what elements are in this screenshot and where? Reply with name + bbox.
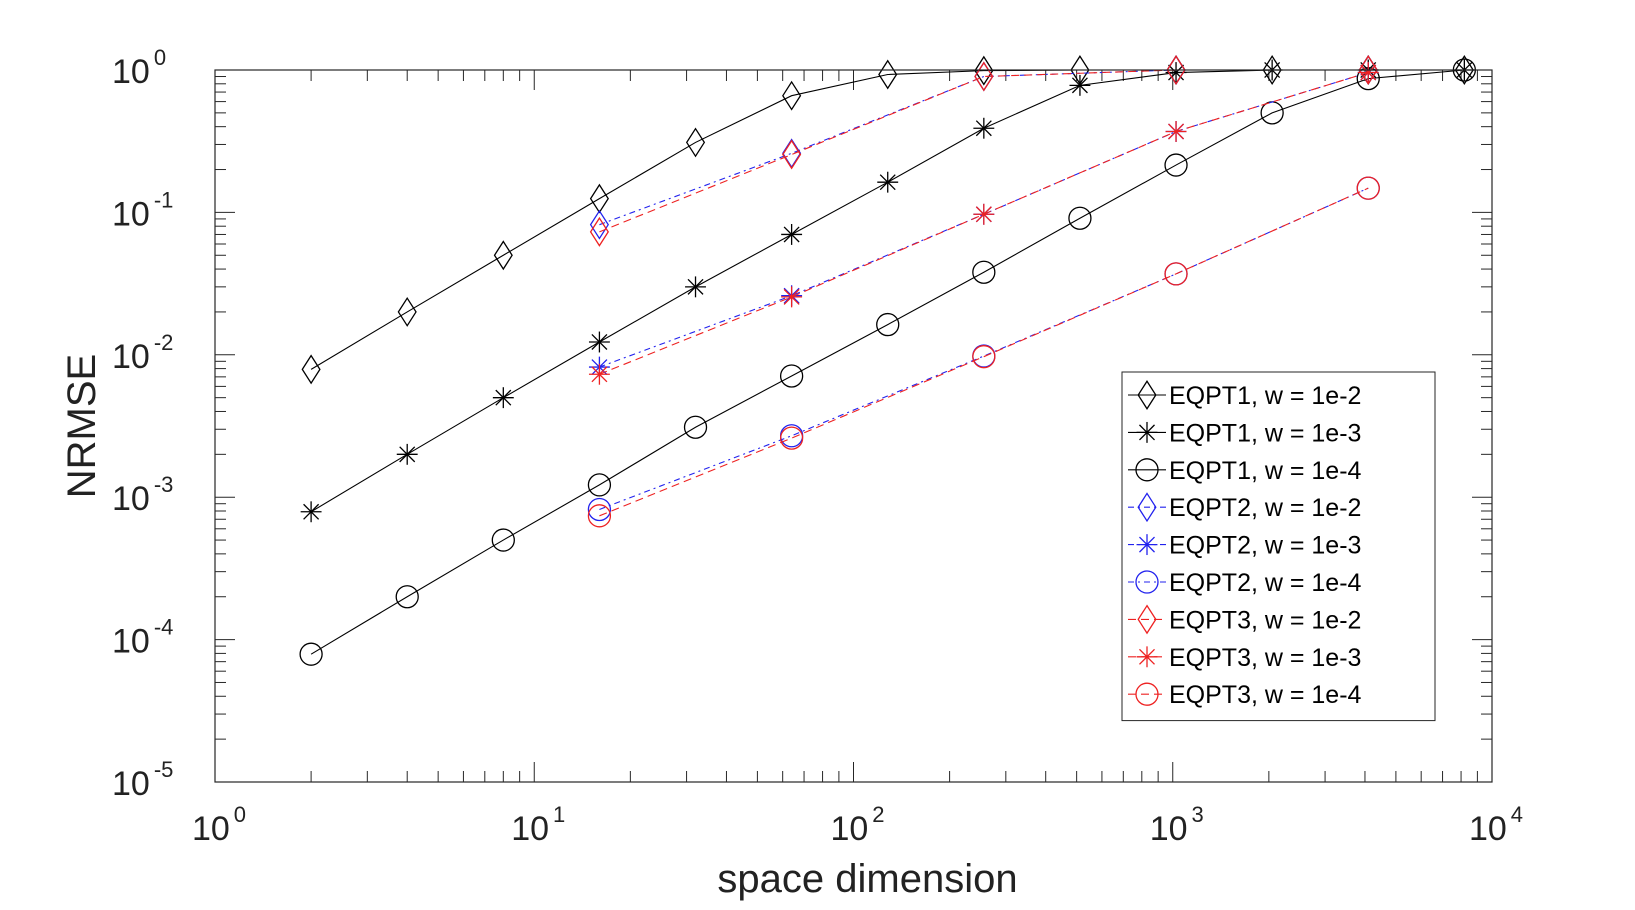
data-point (973, 117, 995, 139)
data-point (587, 497, 612, 522)
legend-marker (1137, 604, 1157, 635)
plot-frame (214, 69, 1493, 783)
data-point (876, 312, 900, 337)
data-point (1166, 55, 1186, 85)
x-tick-label: 10 3 (1150, 802, 1204, 848)
data-point (779, 364, 804, 388)
data-point (589, 183, 609, 214)
series-line (310, 69, 1465, 655)
data-point (1165, 121, 1187, 142)
legend-label: EQPT1, w = 1e-2 (1169, 382, 1361, 410)
data-point (588, 363, 610, 385)
data-point (1262, 55, 1282, 85)
legend-entry: EQPT2, w = 1e-3 (1128, 532, 1361, 560)
legend-label: EQPT1, w = 1e-4 (1169, 457, 1362, 485)
x-tick-label: 10 0 (192, 802, 246, 848)
tick-marks (214, 70, 1492, 783)
data-point (972, 345, 996, 369)
legend-marker (1136, 534, 1158, 556)
legend-label: EQPT3, w = 1e-2 (1169, 606, 1361, 634)
data-point (972, 260, 996, 284)
series-line (599, 187, 1369, 517)
data-point (395, 585, 419, 609)
data-point (587, 473, 612, 497)
y-tick-label: 10 -3 (112, 472, 173, 518)
data-point (492, 387, 514, 409)
legend-marker (1135, 682, 1159, 706)
legend-label: EQPT2, w = 1e-3 (1169, 532, 1361, 560)
data-point (1164, 262, 1188, 286)
legend-entry: EQPT2, w = 1e-4 (1128, 569, 1362, 597)
series-3 (299, 58, 1476, 666)
data-point (685, 127, 706, 158)
legend: EQPT1, w = 1e-2 EQPT1, w = 1e-3 EQPT1, w =… (1121, 371, 1436, 722)
data-point (781, 224, 803, 245)
data-point (493, 240, 513, 271)
data-point (1356, 176, 1380, 200)
data-point (587, 504, 612, 528)
data-point (973, 203, 995, 225)
x-tick-label: 10 2 (830, 802, 884, 848)
data-point (588, 331, 610, 353)
legend-label: EQPT2, w = 1e-4 (1169, 569, 1362, 597)
y-tick-label: 10 0 (112, 45, 166, 91)
data-point (1068, 206, 1092, 230)
y-tick-label: 10 -5 (112, 757, 173, 803)
y-tick-label: 10 -4 (112, 615, 173, 661)
data-point (974, 55, 994, 86)
legend-label: EQPT3, w = 1e-3 (1169, 644, 1361, 672)
legend-marker (1135, 570, 1159, 594)
data-point (491, 528, 515, 552)
legend-entry: EQPT3, w = 1e-2 (1128, 604, 1361, 635)
x-tick-labels: 10 0 10 1 10 2 10 3 10 4 (192, 802, 1523, 848)
data-point (779, 426, 804, 450)
legend-label: EQPT1, w = 1e-3 (1169, 419, 1361, 447)
data-point (589, 209, 609, 240)
data-point (396, 443, 418, 465)
legend-entry: EQPT1, w = 1e-4 (1128, 457, 1362, 485)
y-tick-label: 10 -2 (112, 330, 173, 376)
data-point (397, 296, 417, 327)
data-point (1069, 74, 1091, 96)
legend-marker (1137, 492, 1157, 523)
series-8 (588, 62, 1379, 385)
legend-marker (1136, 646, 1158, 668)
data-point (781, 286, 803, 308)
legend-entry: EQPT1, w = 1e-3 (1128, 419, 1361, 447)
legend-entry: EQPT1, w = 1e-2 (1128, 380, 1361, 410)
x-tick-label: 10 1 (511, 802, 565, 848)
data-point (974, 61, 994, 92)
x-axis-title: space dimension (717, 857, 1017, 901)
data-point (782, 80, 802, 111)
legend-label: EQPT3, w = 1e-4 (1169, 681, 1362, 709)
data-point (301, 354, 321, 385)
legend-marker (1135, 458, 1159, 482)
data-point (300, 501, 322, 523)
data-point (877, 171, 899, 193)
legend-entry: EQPT2, w = 1e-2 (1128, 492, 1361, 523)
data-point (589, 216, 609, 247)
data-point (683, 415, 708, 439)
series-9 (587, 176, 1380, 528)
data-point (1164, 153, 1188, 177)
series-layer (299, 55, 1476, 666)
legend-entry: EQPT3, w = 1e-3 (1128, 644, 1361, 672)
legend-marker (1136, 421, 1158, 443)
legend-label: EQPT2, w = 1e-2 (1169, 494, 1361, 522)
legend-marker (1137, 380, 1157, 410)
x-tick-label: 10 4 (1469, 802, 1523, 848)
data-point (1357, 62, 1379, 83)
legend-box (1121, 371, 1436, 722)
y-axis-title: NRMSE (60, 354, 104, 498)
legend-entry: EQPT3, w = 1e-4 (1128, 681, 1362, 709)
y-tick-label: 10 -1 (112, 187, 173, 233)
data-point (299, 642, 323, 666)
data-point (685, 276, 706, 298)
data-point (782, 139, 802, 170)
data-point (1358, 55, 1378, 85)
data-point (1454, 55, 1474, 85)
series-7 (589, 55, 1378, 247)
